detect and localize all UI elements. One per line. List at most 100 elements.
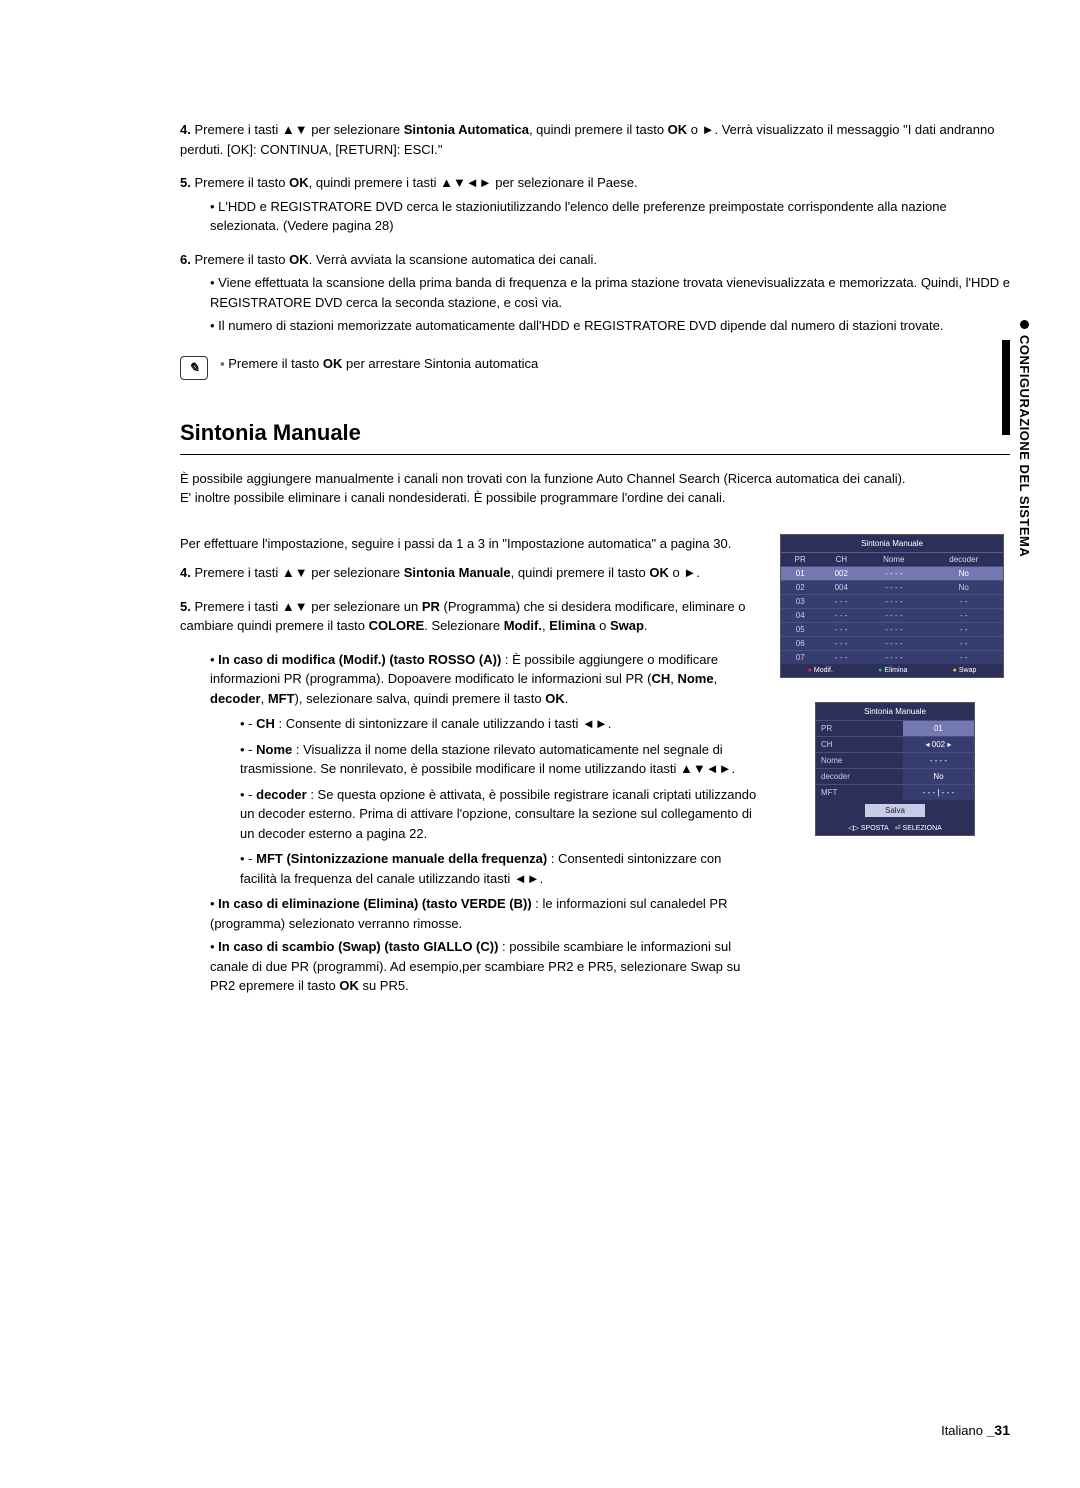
step-item: 5. Premere il tasto OK, quindi premere i… (180, 173, 1010, 236)
dash-list: - CH : Consente di sintonizzare il canal… (240, 714, 760, 888)
tv-box-manual-list: Sintonia Manuale PRCHNomedecoder 01002- … (780, 534, 1004, 678)
tv1-row: 06- - -- - - -- - (781, 636, 1003, 650)
manual-steps: 4. Premere i tasti ▲▼ per selezionare Si… (180, 563, 760, 636)
tv1-title: Sintonia Manuale (781, 535, 1003, 552)
tv1-cell: 004 (819, 580, 863, 594)
tv1-cell: - - - - (863, 636, 924, 650)
tv1-modif: Modif. (808, 667, 833, 674)
tv1-cell: - - (924, 650, 1003, 664)
tv1-cell: - - - (819, 594, 863, 608)
tv1-cell: 02 (781, 580, 819, 594)
tv2-label: Nome (816, 753, 903, 768)
tv1-cell: 03 (781, 594, 819, 608)
tv1-cell: 04 (781, 608, 819, 622)
tv1-swap: Swap (953, 667, 977, 674)
left-column: Per effettuare l'impostazione, seguire i… (180, 534, 760, 1000)
tv1-row: 03- - -- - - -- - (781, 594, 1003, 608)
tv1-elimina: Elimina (878, 667, 907, 674)
tv2-row: MFT- - - | - - - (816, 784, 974, 800)
tv2-footer: ◁▷ SPOSTA ⏎ SELEZIONA (816, 821, 974, 835)
tv1-cell: 05 (781, 622, 819, 636)
tv2-row: CH◂ 002 ▸ (816, 736, 974, 752)
section-intro: È possibile aggiungere manualmente i can… (180, 469, 1010, 508)
modif-bullets: In caso di modifica (Modif.) (tasto ROSS… (210, 650, 760, 996)
sub-bullets: Viene effettuata la scansione della prim… (210, 273, 1010, 336)
tv1-cell: - - - - (863, 594, 924, 608)
tv2-value: No (903, 769, 974, 784)
tv2-save: Salva (865, 804, 925, 817)
tv1-th: decoder (924, 552, 1003, 566)
tv2-label: PR (816, 721, 903, 736)
tv1-cell: - - (924, 608, 1003, 622)
tv2-label: decoder (816, 769, 903, 784)
tv1-cell: - - - - (863, 650, 924, 664)
lead-bullet: In caso di modifica (Modif.) (tasto ROSS… (210, 650, 760, 709)
intro-line-1: È possibile aggiungere manualmente i can… (180, 469, 1010, 489)
tv2-value: 01 (903, 721, 974, 736)
tv2-title: Sintonia Manuale (816, 703, 974, 720)
tv1-th: CH (819, 552, 863, 566)
dash-item: - MFT (Sintonizzazione manuale della fre… (240, 849, 760, 888)
tv1-row: 02004- - - -No (781, 580, 1003, 594)
manual-step-item: 4. Premere i tasti ▲▼ per selezionare Si… (180, 563, 760, 583)
pre-step: Per effettuare l'impostazione, seguire i… (180, 534, 760, 554)
tv-box-manual-edit: Sintonia Manuale PR01CH◂ 002 ▸Nome- - - … (815, 702, 975, 836)
section-title: Sintonia Manuale (180, 420, 1010, 448)
side-indicator-bar (1002, 340, 1010, 435)
note-row: ✎ Premere il tasto OK per arrestare Sint… (180, 356, 1010, 380)
tv1-table: PRCHNomedecoder 01002- - - -No02004- - -… (781, 552, 1003, 664)
tv2-seleziona: ⏎ SELEZIONA (895, 824, 942, 832)
tv1-th: Nome (863, 552, 924, 566)
manual-step-item: 5. Premere i tasti ▲▼ per selezionare un… (180, 597, 760, 636)
tv1-cell: - - (924, 622, 1003, 636)
tv1-cell: - - - (819, 608, 863, 622)
tv1-row: 05- - -- - - -- - (781, 622, 1003, 636)
tv1-cell: - - (924, 636, 1003, 650)
sub-bullets: L'HDD e REGISTRATORE DVD cerca le stazio… (210, 197, 1010, 236)
tv1-row: 01002- - - -No (781, 566, 1003, 580)
tv1-cell: 07 (781, 650, 819, 664)
dash-item: - Nome : Visualizza il nome della stazio… (240, 740, 760, 779)
tv1-cell: - - - (819, 622, 863, 636)
dash-item: - CH : Consente di sintonizzare il canal… (240, 714, 760, 734)
tv1-cell: - - - - (863, 566, 924, 580)
side-tab-dot (1020, 320, 1029, 329)
step-item: 4. Premere i tasti ▲▼ per selezionare Si… (180, 120, 1010, 159)
page-footer: Italiano _31 (941, 1422, 1010, 1438)
tv1-th: PR (781, 552, 819, 566)
bullet-item: Viene effettuata la scansione della prim… (210, 273, 1010, 312)
tv2-row: Nome- - - - (816, 752, 974, 768)
tv1-cell: - - - - (863, 608, 924, 622)
tv1-cell: 002 (819, 566, 863, 580)
tv2-value: ◂ 002 ▸ (903, 737, 974, 752)
tv1-cell: - - - (819, 636, 863, 650)
tv2-label: CH (816, 737, 903, 752)
tv1-cell: 06 (781, 636, 819, 650)
top-steps: 4. Premere i tasti ▲▼ per selezionare Si… (180, 120, 1010, 336)
lead-bullet: In caso di eliminazione (Elimina) (tasto… (210, 894, 760, 933)
right-column: Sintonia Manuale PRCHNomedecoder 01002- … (780, 534, 1010, 836)
step-item: 6. Premere il tasto OK. Verrà avviata la… (180, 250, 1010, 336)
tv1-cell: No (924, 566, 1003, 580)
tv1-cell: - - (924, 594, 1003, 608)
footer-lang: Italiano (941, 1423, 983, 1438)
tv1-cell: No (924, 580, 1003, 594)
tv2-value: - - - - (903, 753, 974, 768)
tv1-footer: Modif. Elimina Swap (781, 664, 1003, 677)
bullet-item: Il numero di stazioni memorizzate automa… (210, 316, 1010, 336)
tv1-cell: - - - - (863, 580, 924, 594)
intro-line-2: E' inoltre possibile eliminare i canali … (180, 488, 1010, 508)
bullet-item: L'HDD e REGISTRATORE DVD cerca le stazio… (210, 197, 1010, 236)
dash-item: - decoder : Se questa opzione è attivata… (240, 785, 760, 844)
tv2-value: - - - | - - - (903, 785, 974, 800)
tv1-cell: - - - (819, 650, 863, 664)
note-text: Premere il tasto OK per arrestare Sinton… (220, 356, 538, 371)
note-icon: ✎ (180, 356, 208, 380)
lead-bullet: In caso di scambio (Swap) (tasto GIALLO … (210, 937, 760, 996)
tv1-cell: 01 (781, 566, 819, 580)
side-tab: CONFIGURAZIONE DEL SISTEMA (1017, 320, 1032, 557)
tv2-label: MFT (816, 785, 903, 800)
tv2-row: PR01 (816, 720, 974, 736)
tv1-cell: - - - - (863, 622, 924, 636)
footer-page: _31 (987, 1422, 1010, 1438)
